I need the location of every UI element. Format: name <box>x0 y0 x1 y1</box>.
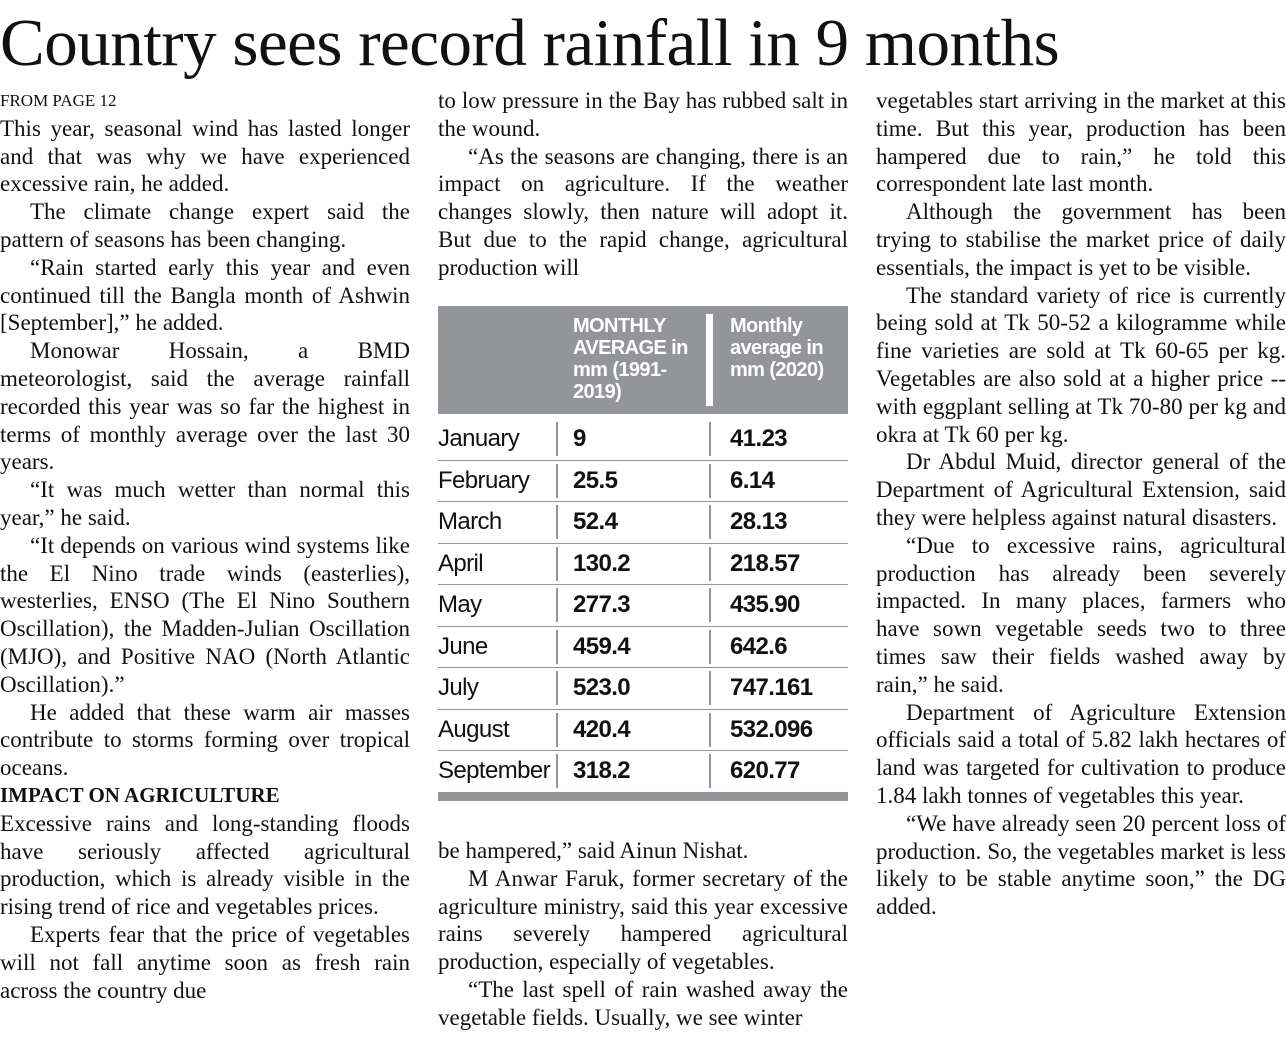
paragraph: Excessive rains and long-standing floods… <box>0 810 410 920</box>
month-cell: September <box>438 757 551 784</box>
header-divider <box>706 314 713 406</box>
paragraph: Although the government has been trying … <box>876 199 1286 280</box>
table-footer-bar <box>438 793 848 801</box>
month-cell: April <box>438 549 484 577</box>
value-cell: 459.4 <box>573 632 631 660</box>
cell-divider <box>556 671 558 705</box>
cell-divider <box>556 463 558 498</box>
table-header: MONTHLY AVERAGE in mm (1991-2019) Monthl… <box>438 306 848 414</box>
table-row: March 52.4 28.13 <box>438 501 848 544</box>
paragraph: Experts fear that the price of vegetable… <box>0 921 410 1003</box>
column: FROM PAGE 12 This year, seasonal wind has… <box>0 87 410 1061</box>
value-cell: 435.90 <box>730 591 800 618</box>
cell-divider <box>709 588 711 622</box>
paragraph: be hampered,” said Ainun Nishat. <box>438 838 749 863</box>
kicker: FROM PAGE 12 <box>0 91 117 110</box>
cell-divider <box>556 505 558 539</box>
value-cell: 25.5 <box>573 466 618 494</box>
column: to low pressure in the Bay has rubbed sa… <box>438 87 848 282</box>
value-cell: 318.2 <box>573 757 631 784</box>
value-cell: 6.14 <box>730 466 775 494</box>
value-cell: 532.096 <box>730 715 813 743</box>
cell-divider <box>709 463 711 498</box>
table-row: February 25.5 6.14 <box>438 460 848 502</box>
cell-divider <box>556 588 558 622</box>
cell-divider <box>709 671 711 705</box>
paragraph: vegetables start arriving in the market … <box>876 88 1286 197</box>
paragraph: “Due to excessive rains, agricultural pr… <box>876 532 1286 697</box>
value-cell: 9 <box>573 425 586 452</box>
value-cell: 620.77 <box>730 757 800 784</box>
paragraph: M Anwar Faruk, former secretary of the a… <box>438 865 848 975</box>
headline: Country sees record rainfall in 9 months <box>0 6 1060 80</box>
paragraph: to low pressure in the Bay has rubbed sa… <box>438 88 848 141</box>
table-row: September 318.2 620.77 <box>438 750 848 793</box>
rainfall-table: MONTHLY AVERAGE in mm (1991-2019) Monthl… <box>438 306 848 803</box>
paragraph: “As the seasons are changing, there is a… <box>438 143 848 280</box>
month-cell: July <box>438 674 479 701</box>
table-row: May 277.3 435.90 <box>438 584 848 627</box>
cell-divider <box>709 712 711 747</box>
table-row: July 523.0 747.161 <box>438 667 848 710</box>
value-cell: 642.6 <box>730 632 788 660</box>
paragraph: “It was much wetter than normal this yea… <box>0 477 410 530</box>
table-row: April 130.2 218.57 <box>438 543 848 585</box>
cell-divider <box>709 505 711 539</box>
table-row: January 9 41.23 <box>438 418 848 461</box>
value-cell: 28.13 <box>730 508 788 535</box>
value-cell: 218.57 <box>730 549 800 577</box>
paragraph: The standard variety of rice is currentl… <box>876 282 1286 447</box>
subhead: IMPACT ON AGRICULTURE <box>0 782 280 807</box>
value-cell: 747.161 <box>730 674 813 701</box>
table-row: August 420.4 532.096 <box>438 709 848 751</box>
paragraph: Dr Abdul Muid, director general of the D… <box>876 449 1286 530</box>
value-cell: 523.0 <box>573 674 631 701</box>
cell-divider <box>556 712 558 747</box>
paragraph: “It depends on various wind systems like… <box>0 532 410 697</box>
paragraph: He added that these warm air masses cont… <box>0 699 410 781</box>
paragraph: “Rain started early this year and even c… <box>0 254 410 336</box>
paragraph: “The last spell of rain washed away the … <box>438 976 848 1030</box>
cell-divider <box>556 754 558 788</box>
month-cell: June <box>438 632 488 660</box>
cell-divider <box>709 754 711 788</box>
month-cell: May <box>438 591 482 618</box>
value-cell: 277.3 <box>573 591 631 618</box>
paragraph: The climate change expert said the patte… <box>0 199 410 252</box>
cell-divider <box>556 546 558 581</box>
cell-divider <box>709 546 711 581</box>
paragraph: “We have already seen 20 percent loss of… <box>876 810 1286 920</box>
paragraph: Department of Agriculture Extension offi… <box>876 699 1286 808</box>
cell-divider <box>709 422 711 456</box>
cell-divider <box>556 422 558 456</box>
paragraph: Monowar Hossain, a BMD meteorologist, sa… <box>0 338 410 475</box>
value-cell: 41.23 <box>730 425 788 452</box>
paragraph: This year, seasonal wind has lasted long… <box>0 115 410 197</box>
column: be hampered,” said Ainun Nishat. M Anwar … <box>438 837 848 1061</box>
cell-divider <box>556 629 558 664</box>
table-row: June 459.4 642.6 <box>438 626 848 668</box>
value-cell: 130.2 <box>573 549 631 577</box>
value-cell: 52.4 <box>573 508 618 535</box>
value-cell: 420.4 <box>573 715 631 743</box>
month-cell: January <box>438 425 520 452</box>
cell-divider <box>709 629 711 664</box>
month-cell: February <box>438 466 530 494</box>
month-cell: March <box>438 508 502 535</box>
header-cell: Monthly average in mm (2020) <box>730 315 824 381</box>
month-cell: August <box>438 715 510 743</box>
column: vegetables start arriving in the market … <box>876 87 1286 1061</box>
header-cell: MONTHLY AVERAGE in mm (1991-2019) <box>573 315 688 403</box>
